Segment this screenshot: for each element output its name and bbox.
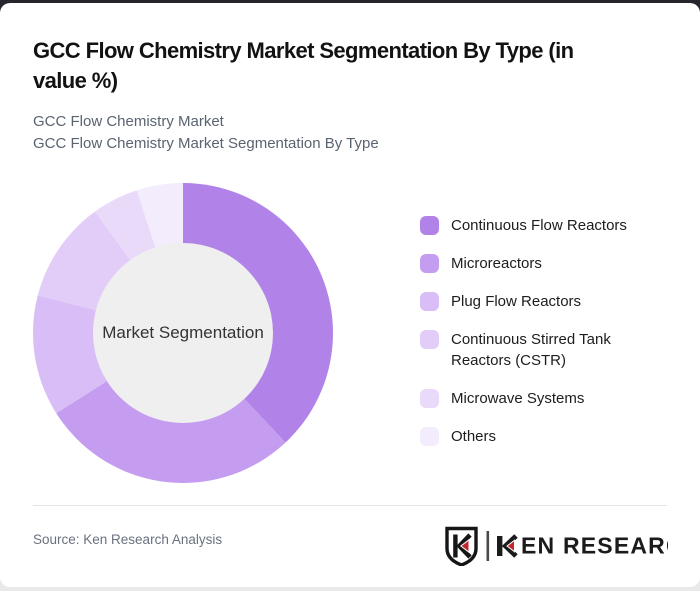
- donut-center: Market Segmentation: [93, 243, 273, 423]
- chart-card: GCC Flow Chemistry Market Segmentation B…: [0, 3, 700, 587]
- legend-item: Plug Flow Reactors: [420, 291, 658, 312]
- chart-legend: Continuous Flow Reactors Microreactors P…: [420, 215, 658, 447]
- legend-swatch: [420, 389, 439, 408]
- shield-icon: [445, 526, 478, 567]
- legend-swatch: [420, 330, 439, 349]
- source-text: Source: Ken Research Analysis: [33, 532, 223, 547]
- logo-k-letter: [497, 534, 518, 558]
- legend-item: Microreactors: [420, 253, 658, 274]
- donut-center-label: Market Segmentation: [102, 323, 264, 342]
- chart-subtitle-line1: GCC Flow Chemistry Market: [33, 113, 224, 130]
- legend-label: Continuous Stirred Tank Reactors (CSTR): [451, 331, 611, 369]
- legend-swatch: [420, 292, 439, 311]
- legend-label: Others: [451, 428, 497, 445]
- legend-swatch: [420, 254, 439, 273]
- ken-research-logo-graphic: EN RESEARCH: [445, 526, 700, 567]
- legend-label: Microreactors: [451, 255, 542, 272]
- legend-item: Continuous Stirred Tank Reactors (CSTR): [420, 329, 658, 371]
- legend-label: Plug Flow Reactors: [451, 293, 582, 310]
- legend-item: Microwave Systems: [420, 388, 658, 409]
- footer-divider: [33, 505, 667, 506]
- logo-text: EN RESEARCH: [521, 532, 668, 558]
- chart-subtitle-line2: GCC Flow Chemistry Market Segmentation B…: [33, 134, 379, 152]
- page-title: GCC Flow Chemistry Market Segmentation B…: [33, 38, 574, 93]
- legend-swatch: [420, 427, 439, 446]
- donut-chart: Market Segmentation: [33, 183, 333, 483]
- legend-label: Continuous Flow Reactors: [451, 217, 627, 234]
- ken-research-logo: EN RESEARCH: [444, 526, 700, 571]
- chart-subtitles: GCC Flow Chemistry Market GCC Flow Chemi…: [33, 111, 379, 154]
- legend-item: Others: [420, 426, 658, 447]
- legend-swatch: [420, 216, 439, 235]
- legend-label: Microwave Systems: [451, 390, 585, 407]
- legend-item: Continuous Flow Reactors: [420, 215, 658, 236]
- logo-separator: [486, 531, 490, 561]
